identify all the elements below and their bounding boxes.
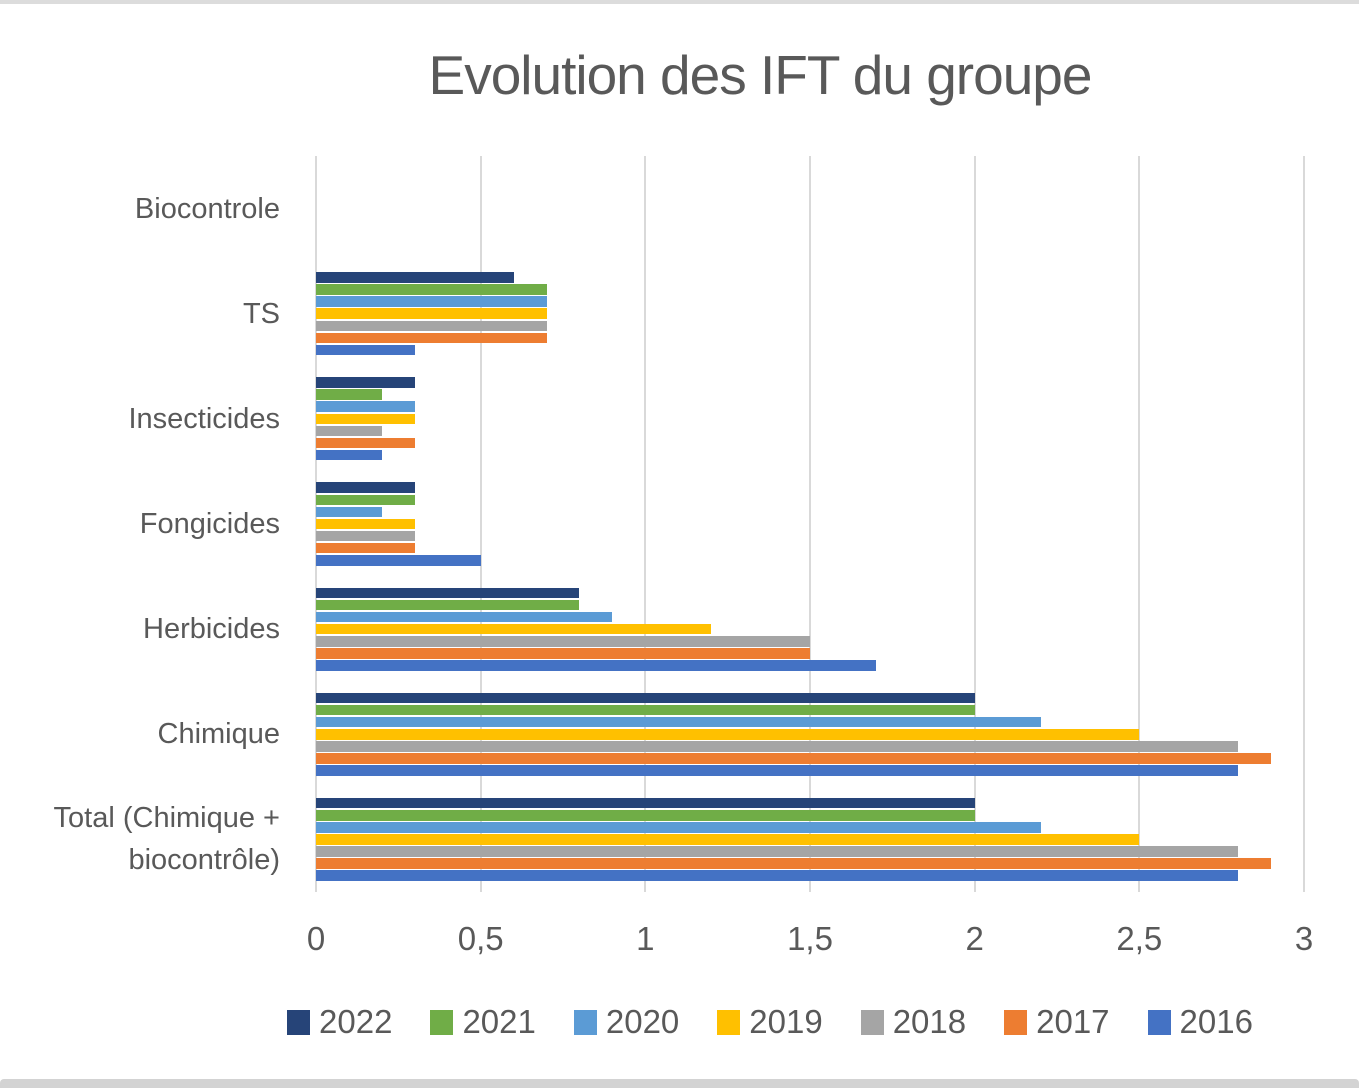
bar-2021-insecticides xyxy=(316,389,382,400)
bar-2020-insecticides xyxy=(316,401,415,413)
gridline xyxy=(973,156,976,892)
bar-2022-insecticides xyxy=(316,377,415,388)
bar-2022-total-chimique-biocontr-le xyxy=(316,797,975,809)
legend-item-2018: 2018 xyxy=(860,1003,967,1041)
legend-swatch xyxy=(573,1009,597,1035)
plot-area xyxy=(315,156,1305,892)
x-tick-label: 1 xyxy=(636,920,655,957)
bar-2022-herbicides xyxy=(316,587,580,599)
gridline xyxy=(479,156,482,892)
legend-label: 2020 xyxy=(605,1003,680,1040)
legend-item-2022: 2022 xyxy=(287,1003,392,1041)
legend-swatch xyxy=(1147,1009,1171,1035)
bar-2018-insecticides xyxy=(316,425,382,437)
gridline xyxy=(1138,156,1141,892)
category-label: Fongicides xyxy=(139,507,280,540)
gridline xyxy=(809,156,811,892)
bar-2016-herbicides xyxy=(316,660,876,671)
category-label: Total (Chimique + biocontrôle) xyxy=(53,802,280,877)
bar-2020-fongicides xyxy=(316,506,382,518)
legend-swatch xyxy=(287,1009,311,1035)
x-tick-label: 2 xyxy=(965,920,984,957)
legend-swatch xyxy=(430,1009,454,1035)
legend-swatch xyxy=(717,1009,741,1035)
legend-label: 2021 xyxy=(462,1003,536,1040)
bar-2019-total-chimique-biocontr-le xyxy=(316,834,1140,845)
bar-2020-ts xyxy=(316,296,547,307)
bar-2019-chimique xyxy=(316,728,1140,740)
category-label: Insecticides xyxy=(128,402,280,435)
bar-2016-total-chimique-biocontr-le xyxy=(316,870,1239,882)
x-tick-label: 2,5 xyxy=(1116,920,1163,957)
bar-2021-total-chimique-biocontr-le xyxy=(316,809,975,821)
legend-label: 2018 xyxy=(892,1003,967,1040)
legend: 2022 2021 2020 2019 2018 2017 2016 xyxy=(230,998,1310,1046)
bar-2018-chimique xyxy=(316,741,1239,752)
window-edge-top xyxy=(0,0,1359,4)
bar-2019-insecticides xyxy=(316,413,415,425)
bar-2020-total-chimique-biocontr-le xyxy=(316,822,1041,833)
bar-2021-herbicides xyxy=(316,599,580,611)
bar-2016-insecticides xyxy=(316,449,382,461)
gridline xyxy=(644,156,647,892)
bar-2017-fongicides xyxy=(316,542,415,554)
legend-item-2021: 2021 xyxy=(430,1003,536,1041)
bar-2020-herbicides xyxy=(316,611,613,623)
legend-item-2020: 2020 xyxy=(573,1003,680,1041)
legend-item-2016: 2016 xyxy=(1147,1003,1253,1041)
bar-2019-ts xyxy=(316,308,547,319)
category-label: Herbicides xyxy=(143,613,280,646)
bar-2018-herbicides xyxy=(316,635,810,647)
chart-title: Evolution des IFT du groupe xyxy=(428,44,1093,106)
bar-2018-total-chimique-biocontr-le xyxy=(316,846,1239,857)
bar-2019-herbicides xyxy=(316,623,712,635)
bar-2017-ts xyxy=(316,332,547,344)
legend-swatch xyxy=(1004,1009,1028,1035)
legend-label: 2019 xyxy=(749,1003,823,1040)
legend-label: 2017 xyxy=(1036,1003,1110,1040)
legend-item-2017: 2017 xyxy=(1004,1003,1110,1041)
legend-swatch xyxy=(860,1009,884,1035)
x-tick-label: 1,5 xyxy=(787,920,833,957)
bar-2021-ts xyxy=(316,284,547,295)
bar-2016-chimique xyxy=(316,765,1239,776)
legend-item-2019: 2019 xyxy=(717,1003,823,1041)
bar-2022-fongicides xyxy=(316,482,415,493)
bar-2018-fongicides xyxy=(316,530,415,542)
bar-2021-chimique xyxy=(316,704,975,716)
x-tick-label: 3 xyxy=(1294,920,1314,957)
category-label: Biocontrole xyxy=(134,192,280,225)
bar-2017-insecticides xyxy=(316,437,415,449)
legend-label: 2022 xyxy=(319,1003,393,1040)
bar-2020-chimique xyxy=(316,716,1041,728)
bar-2017-total-chimique-biocontr-le xyxy=(316,858,1272,869)
bar-2016-ts xyxy=(316,344,415,356)
bar-2017-chimique xyxy=(316,753,1272,764)
gridline xyxy=(1303,156,1305,892)
bar-2022-chimique xyxy=(316,692,975,704)
x-tick-label: 0 xyxy=(306,920,326,957)
category-label: Chimique xyxy=(157,718,281,751)
bar-2022-ts xyxy=(316,272,514,283)
bar-2021-fongicides xyxy=(316,494,415,506)
bar-2017-herbicides xyxy=(316,648,810,659)
x-tick-label: 0,5 xyxy=(457,920,504,957)
window-edge-bottom xyxy=(0,1079,1359,1088)
bar-2019-fongicides xyxy=(316,518,415,530)
bar-2018-ts xyxy=(316,320,547,332)
category-label: TS xyxy=(242,297,280,330)
legend-label: 2016 xyxy=(1179,1003,1253,1040)
bar-2016-fongicides xyxy=(316,555,481,566)
